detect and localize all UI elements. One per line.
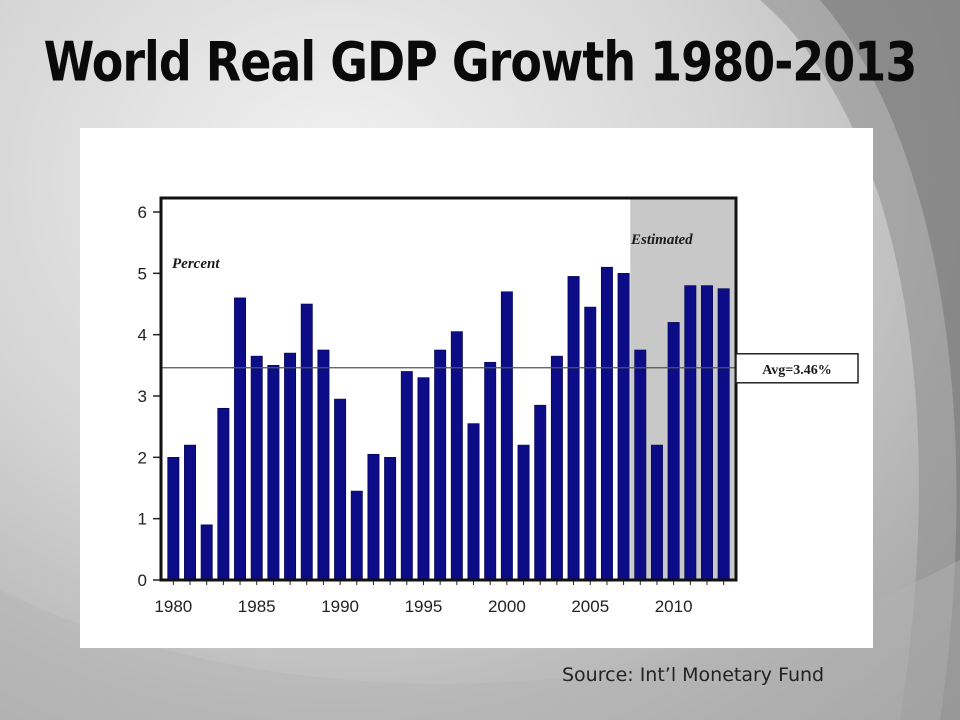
bar-2007 (617, 273, 630, 581)
bar-1987 (284, 352, 297, 581)
y-tick-label: 4 (138, 326, 147, 345)
chart-card: 0 1 2 3 4 5 6 1980 1985 1990 1995 2000 2005 2010 Per… (80, 128, 873, 648)
bar-1993 (384, 457, 397, 581)
bar-2008 (634, 349, 647, 581)
y-tick-label: 2 (138, 448, 147, 467)
plot-frame (159, 196, 738, 582)
y-tick-label: 3 (138, 387, 147, 406)
bar-2011 (684, 285, 697, 581)
bar-1981 (184, 444, 196, 581)
y-tick-label: 0 (138, 571, 147, 590)
bar-1986 (267, 365, 280, 581)
bar-2003 (550, 355, 563, 581)
bar-1980 (167, 457, 180, 581)
bar-2001 (517, 444, 530, 581)
bar-1991 (350, 490, 363, 581)
y-tick-label: 6 (138, 203, 147, 222)
bar-1984 (234, 297, 247, 581)
y-tick-label: 5 (138, 264, 147, 283)
x-tick-label: 2010 (655, 597, 693, 616)
bars (167, 266, 730, 581)
x-tick-label: 1985 (238, 597, 276, 616)
bar-1998 (467, 423, 480, 581)
bar-2005 (584, 306, 597, 581)
bar-1996 (434, 349, 447, 581)
bar-1997 (450, 331, 463, 581)
bar-1985 (250, 355, 263, 581)
y-tick-label: 1 (138, 510, 147, 529)
x-tick-label: 2000 (488, 597, 526, 616)
bar-1983 (217, 407, 230, 581)
bar-chart: 0 1 2 3 4 5 6 1980 1985 1990 1995 2000 2005 2010 Per… (138, 196, 859, 616)
bar-2013 (717, 288, 730, 581)
bar-1990 (334, 398, 347, 581)
slide-title: World Real GDP Growth 1980-2013 (43, 30, 918, 94)
bar-1988 (300, 303, 313, 581)
bar-1982 (200, 524, 213, 581)
bar-2010 (667, 322, 680, 581)
source-caption: Source: Int’l Monetary Fund (562, 664, 825, 686)
bar-2009 (650, 444, 663, 581)
estimated-label: Estimated (630, 232, 693, 248)
bar-1992 (367, 453, 380, 581)
y-axis: 0 1 2 3 4 5 6 (138, 203, 161, 590)
average-label-box (735, 353, 859, 384)
bar-2006 (600, 266, 613, 581)
bar-1999 (484, 361, 497, 581)
x-tick-label: 1995 (405, 597, 443, 616)
bar-2012 (701, 285, 713, 581)
bar-1989 (317, 349, 330, 581)
x-tick-label: 2005 (571, 597, 609, 616)
bar-2002 (534, 404, 547, 581)
average-label: Avg=3.46% (762, 363, 832, 378)
x-tick-label: 1990 (321, 597, 359, 616)
bar-2000 (500, 291, 513, 581)
y-axis-label: Percent (172, 256, 220, 272)
bar-1995 (417, 377, 430, 581)
bar-2004 (567, 276, 580, 581)
x-axis: 1980 1985 1990 1995 2000 2005 2010 (154, 580, 725, 616)
x-tick-label: 1980 (154, 597, 192, 616)
bar-1994 (400, 371, 413, 581)
